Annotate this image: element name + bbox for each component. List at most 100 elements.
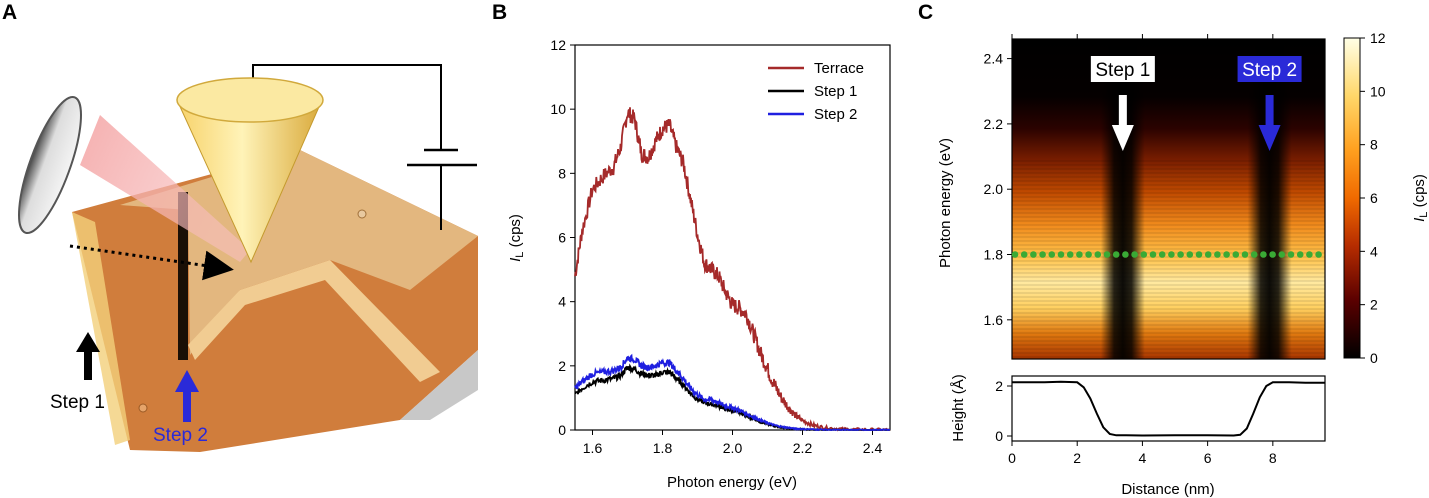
dotted-line-marker (1094, 251, 1102, 258)
dotted-line-marker (1103, 251, 1111, 258)
annotation-arrow-head (1258, 125, 1281, 151)
colorbar (1343, 37, 1361, 359)
dotted-line-marker (1177, 251, 1184, 258)
dotted-line-marker (1131, 251, 1138, 258)
series-line-step-1 (574, 363, 891, 432)
heatmap-dotted-line (1011, 251, 1322, 258)
panel-a-step1-label: Step 1 (50, 392, 105, 413)
profile-x-tick-label: 0 (1008, 450, 1016, 466)
annotation-label: Step 2 (1242, 60, 1297, 81)
dotted-line-marker (1315, 251, 1322, 258)
colorbar-label: IL (cps) (1411, 174, 1429, 222)
dotted-line-marker (1168, 251, 1175, 258)
dotted-line-marker (1260, 251, 1267, 258)
profile-x-tick-label: 2 (1073, 450, 1081, 466)
heatmap-step-dip (1247, 39, 1292, 359)
legend-label: Step 2 (814, 106, 857, 123)
panel-b-letter: B (492, 1, 507, 24)
dotted-line-marker (1306, 251, 1313, 258)
light-beam (80, 115, 250, 262)
surface-adatom-2 (138, 403, 148, 413)
panel-a-step2-label: Step 2 (153, 425, 208, 446)
step-line-left (72, 212, 130, 445)
panel-b-x-tick-label: 2.0 (723, 440, 743, 456)
panel-b-y-tick-label: 6 (558, 230, 566, 246)
dotted-line-marker (1140, 251, 1148, 258)
legend-label: Step 1 (814, 83, 857, 100)
dotted-line-marker (1186, 251, 1194, 258)
profile-y-tick-label: 0 (995, 428, 1003, 444)
series-line-step-2 (574, 353, 891, 432)
panel-b-x-tick-label: 1.8 (653, 440, 673, 456)
annotation-arrow-head (1111, 125, 1134, 151)
heatmap-y-tick-label: 2.2 (984, 116, 1004, 132)
panel-b-y-tick-label: 10 (550, 101, 566, 117)
lens-icon (18, 95, 82, 235)
sample-surface-terrace (120, 150, 478, 355)
dotted-line-marker (1195, 251, 1203, 258)
panel-b-x-tick-label: 2.4 (863, 440, 883, 456)
colorbar-tick-label: 8 (1370, 137, 1378, 153)
panel-b-ylabel: IL (cps) (507, 214, 526, 262)
scan-path-arrow (69, 244, 234, 281)
dotted-line-marker (1232, 251, 1240, 258)
heatmap-y-tick-label: 2.0 (984, 181, 1004, 197)
annotation-arrow-shaft (1265, 95, 1274, 127)
dotted-line-marker (1076, 251, 1083, 258)
dotted-line-marker (1278, 251, 1286, 258)
dotted-line-marker (1296, 251, 1304, 258)
panel-b-y-tick-label: 8 (558, 165, 566, 181)
heatmap-annotations: Step 1 Step 2 (1090, 56, 1302, 151)
colorbar-tick-label: 12 (1370, 30, 1386, 46)
dotted-line-marker (1204, 251, 1212, 258)
dotted-line-marker (1039, 251, 1046, 258)
colorbar-tick-label: 0 (1370, 350, 1378, 366)
profile-x-tick-label: 4 (1139, 450, 1147, 466)
panel-b-y-tick-label: 2 (558, 358, 566, 374)
heatmap (1012, 39, 1325, 359)
legend-label: Terrace (814, 60, 864, 77)
dotted-line-marker (1214, 251, 1221, 258)
dotted-line-marker (1269, 251, 1276, 258)
dotted-line-marker (1223, 251, 1230, 258)
annotation-label: Step 1 (1095, 60, 1150, 81)
profile-y-tick-label: 2 (995, 378, 1003, 394)
dotted-line-marker (1066, 251, 1074, 258)
stm-tip-top (176, 77, 324, 123)
step-1-groove (178, 192, 188, 360)
heatmap-y-tick-label: 2.4 (984, 51, 1004, 67)
dotted-line-marker (1011, 251, 1019, 258)
colorbar-tick-label: 4 (1370, 243, 1378, 259)
dotted-line-marker (1241, 251, 1249, 258)
heatmap-y-tick-label: 1.6 (984, 312, 1004, 328)
panel-b-y-tick-label: 0 (558, 422, 566, 438)
series-line-terrace (574, 107, 891, 432)
annotation-label-box (1237, 56, 1302, 82)
profile-x-tick-label: 6 (1204, 450, 1212, 466)
dotted-line-marker (1085, 251, 1092, 258)
panel-c: C 1.6 1.8 2.0 2.2 2.4 Step 1 Step 2 Photon en… (918, 1, 1429, 498)
panel-a-letter: A (2, 1, 17, 24)
profile-line (1012, 380, 1325, 437)
panel-c-letter: C (918, 1, 933, 24)
colorbar-tick-label: 6 (1370, 190, 1378, 206)
heatmap-y-ticks: 1.6 1.8 2.0 2.2 2.4 (984, 51, 1012, 328)
surface-adatom (357, 209, 367, 219)
sample-step-band (188, 260, 440, 382)
panel-a: A Step 1 Step 2 (2, 1, 478, 452)
heatmap-frame (1011, 38, 1326, 360)
dotted-line-marker (1048, 251, 1056, 258)
dotted-line-marker (1122, 251, 1129, 258)
annotation-label-box (1090, 56, 1155, 82)
dotted-line-marker (1158, 251, 1166, 258)
heatmap-step-dip (1100, 39, 1145, 359)
heatmap-step-dips (1100, 39, 1292, 359)
panel-b-x-tick-label: 2.2 (793, 440, 813, 456)
profile-axes-frame (1011, 375, 1326, 442)
profile-xlabel: Distance (nm) (1121, 481, 1214, 498)
heatmap-ylabel: Photon energy (eV) (937, 138, 954, 268)
dotted-line-marker (1057, 251, 1065, 258)
sample-corner-gray (400, 350, 478, 420)
dotted-line-marker (1287, 251, 1295, 258)
